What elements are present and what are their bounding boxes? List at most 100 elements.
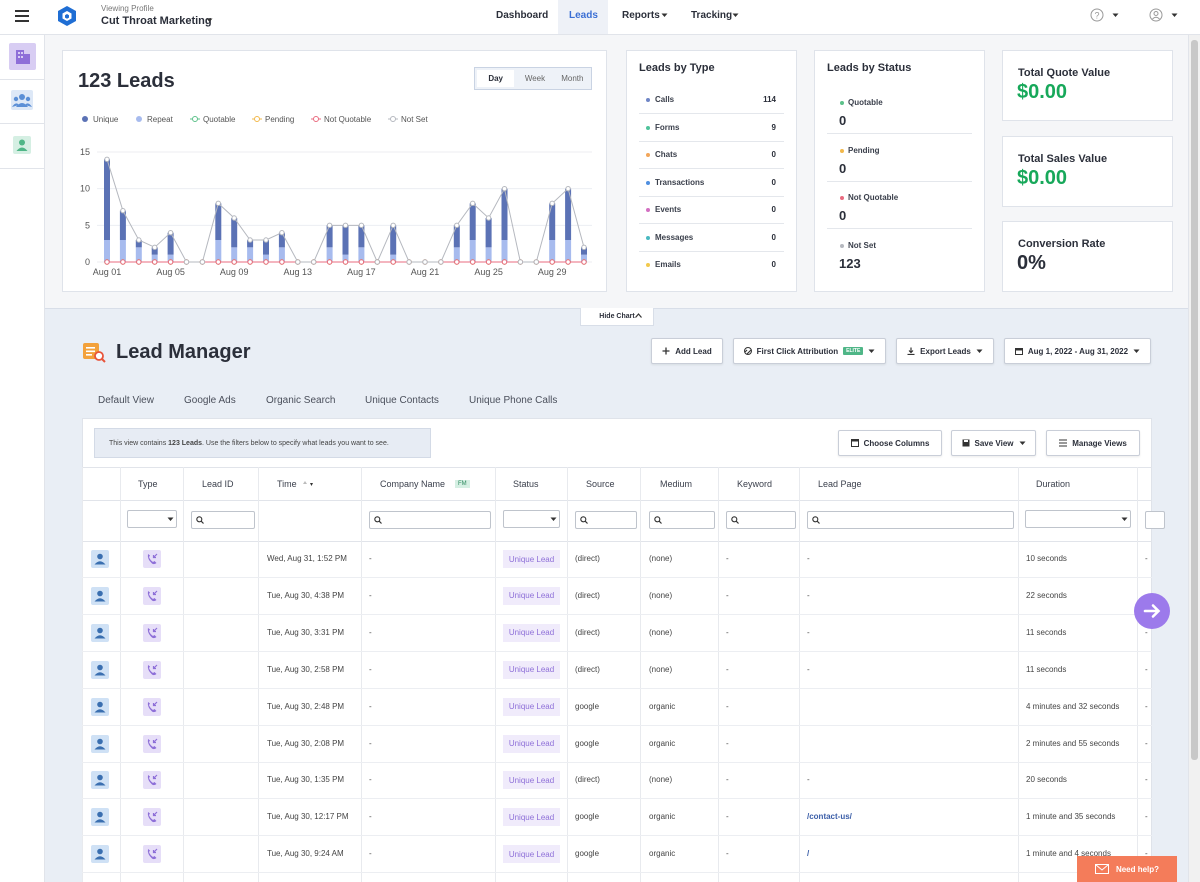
table-cell: google xyxy=(575,701,600,711)
nav-item[interactable]: Dashboard xyxy=(496,10,549,21)
table-cell: - xyxy=(369,590,372,600)
filter-select[interactable] xyxy=(127,510,177,528)
filter-input[interactable] xyxy=(191,511,255,529)
view-tab[interactable]: Unique Phone Calls xyxy=(469,395,558,406)
table-cell: 10 seconds xyxy=(1026,554,1067,563)
logo xyxy=(58,6,76,26)
column-header[interactable]: Duration xyxy=(1036,479,1071,489)
line-point xyxy=(231,259,237,265)
toolbar-button[interactable]: Export Leads xyxy=(896,338,994,364)
help-icon: ? xyxy=(1090,8,1104,22)
column-header[interactable]: Status xyxy=(513,479,539,489)
table-cell: (direct) xyxy=(575,775,600,785)
legend-label: Not Set xyxy=(401,115,428,124)
table-cell: organic xyxy=(649,738,676,748)
need-help-button[interactable]: Need help? xyxy=(1077,856,1177,882)
toolbar-button[interactable]: First Click Attribution ELITE xyxy=(733,338,886,364)
table-button[interactable]: Manage Views xyxy=(1046,430,1140,456)
filter-input[interactable] xyxy=(807,511,1014,529)
next-button[interactable] xyxy=(1133,592,1171,630)
toolbar-button[interactable]: Add Lead xyxy=(651,338,723,364)
filter-input[interactable] xyxy=(1145,511,1165,529)
x-tick-label: Aug 29 xyxy=(538,267,567,277)
range-option[interactable]: Week xyxy=(524,74,546,83)
line-point xyxy=(295,259,301,265)
type-count: 9 xyxy=(771,122,776,132)
scrollbar-thumb[interactable] xyxy=(1191,40,1198,760)
toolbar-button[interactable]: Aug 1, 2022 - Aug 31, 2022 xyxy=(1004,338,1151,364)
table-header-line xyxy=(82,500,1152,501)
x-tick-label: Aug 09 xyxy=(220,267,249,277)
column-header[interactable]: Medium xyxy=(660,479,693,489)
row-divider xyxy=(82,835,1152,837)
column-divider xyxy=(495,467,496,882)
line-point xyxy=(501,185,508,192)
call-type-icon xyxy=(143,586,161,605)
row-divider xyxy=(82,798,1152,800)
column-divider xyxy=(718,467,719,882)
table-cell: - xyxy=(726,554,729,563)
filter-select[interactable] xyxy=(1025,510,1131,528)
bar xyxy=(453,247,460,262)
caret-icon xyxy=(1019,441,1025,445)
column-header[interactable]: Keyword xyxy=(737,479,773,489)
range-option[interactable]: Month xyxy=(561,74,584,83)
type-count: 0 xyxy=(771,205,776,214)
line-point xyxy=(533,259,539,265)
line-point xyxy=(358,222,365,229)
column-divider xyxy=(120,467,121,882)
bar xyxy=(565,240,572,262)
table-filter-line xyxy=(82,541,1152,542)
range-option[interactable]: Day xyxy=(477,70,515,87)
filter-input[interactable] xyxy=(369,511,491,529)
line-point xyxy=(152,244,158,251)
legend-label: Pending xyxy=(265,115,294,124)
call-type-icon xyxy=(143,623,161,642)
line-point xyxy=(215,259,222,265)
view-tab[interactable]: Google Ads xyxy=(184,395,236,406)
column-header[interactable]: Type xyxy=(138,479,158,489)
view-tab[interactable]: Unique Contacts xyxy=(365,395,439,406)
view-tab[interactable]: Default View xyxy=(98,395,154,406)
button-label: Save View xyxy=(974,438,1014,448)
contact-icon xyxy=(91,586,109,605)
range-toggle: Day Week Month xyxy=(474,67,592,90)
table-cell: - xyxy=(369,664,372,674)
bar xyxy=(215,203,222,240)
table-cell: - xyxy=(1145,849,1148,859)
line-point xyxy=(263,237,269,243)
button-icon xyxy=(962,439,969,447)
caret-icon xyxy=(167,517,174,521)
view-tab[interactable]: Organic Search xyxy=(266,395,336,406)
nav-item[interactable]: Leads xyxy=(569,10,598,21)
bar xyxy=(485,218,492,248)
filter-input[interactable] xyxy=(575,511,637,529)
column-header[interactable]: Lead ID xyxy=(202,479,234,489)
table-button[interactable]: Save View xyxy=(951,430,1036,456)
type-divider xyxy=(639,168,784,169)
nav-item[interactable]: Reports xyxy=(622,10,660,21)
column-header[interactable]: Time xyxy=(277,479,297,489)
bar xyxy=(565,188,572,240)
hide-chart-button[interactable]: Hide Chart xyxy=(580,308,654,326)
type-name: Emails xyxy=(655,260,681,269)
legend-swatch xyxy=(192,116,198,122)
filter-input[interactable] xyxy=(726,511,796,529)
caret-icon xyxy=(550,517,557,521)
table-button[interactable]: Choose Columns xyxy=(838,430,942,456)
type-dot xyxy=(646,180,650,185)
bar xyxy=(469,203,476,240)
nav-item[interactable]: Tracking xyxy=(691,10,733,21)
legend-label: Repeat xyxy=(147,115,174,124)
filter-input[interactable] xyxy=(649,511,715,529)
column-header[interactable]: Company Name xyxy=(380,479,446,489)
table-cell: organic xyxy=(649,701,676,711)
status-badge: Unique Lead xyxy=(503,660,560,679)
filter-select[interactable] xyxy=(503,510,560,528)
table-cell: Tue, Aug 30, 12:17 PM xyxy=(267,812,349,822)
column-header[interactable]: Lead Page xyxy=(818,479,862,489)
svg-text:?: ? xyxy=(1094,11,1099,21)
profile-name[interactable]: Cut Throat Marketing xyxy=(101,15,212,27)
column-header[interactable]: Source xyxy=(586,479,615,489)
table-cell: - xyxy=(1145,812,1148,822)
